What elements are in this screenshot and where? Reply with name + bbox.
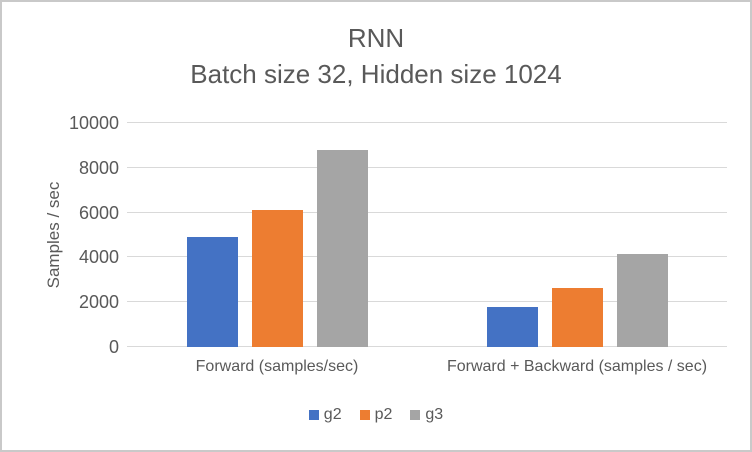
x-axis-category-label: Forward (samples/sec) bbox=[195, 358, 359, 375]
y-axis-tick-label: 0 bbox=[108, 337, 119, 357]
plot-area bbox=[127, 122, 727, 347]
x-axis-category-label: Forward + Backward (samples / sec) bbox=[446, 358, 708, 375]
gridline bbox=[127, 301, 727, 303]
gridline bbox=[127, 166, 727, 168]
y-axis-tick-label: 4000 bbox=[78, 247, 119, 268]
legend-label: g2 bbox=[323, 406, 342, 423]
gridline bbox=[127, 211, 727, 213]
y-axis-tick-label: 10000 bbox=[68, 113, 119, 133]
legend-item-g2: g2 bbox=[308, 406, 342, 424]
chart-subtitle: Batch size 32, Hidden size 1024 bbox=[190, 59, 562, 89]
legend-swatch-p2 bbox=[359, 410, 370, 420]
bar-p2-category2 bbox=[551, 287, 603, 347]
y-axis-tick-label: 2000 bbox=[78, 292, 119, 313]
y-axis-tick-label: 8000 bbox=[78, 157, 119, 178]
bar-group bbox=[486, 123, 668, 347]
legend-label: g3 bbox=[425, 406, 444, 423]
gridline bbox=[127, 346, 727, 347]
bar-g3-category1 bbox=[316, 149, 368, 347]
legend-item-g3: g3 bbox=[410, 406, 443, 424]
chart-title: RNN bbox=[347, 23, 405, 53]
gridline bbox=[127, 256, 727, 258]
legend-label: p2 bbox=[374, 406, 393, 423]
bar-p2-category1 bbox=[251, 210, 303, 347]
chart-title-block: RNN Batch size 32, Hidden size 1024 bbox=[2, 20, 750, 92]
gridline bbox=[127, 122, 727, 123]
y-axis-title: Samples / sec bbox=[44, 181, 63, 289]
legend-swatch-g2 bbox=[308, 410, 319, 420]
legend: g2 p2 g3 bbox=[2, 406, 750, 424]
legend-item-p2: p2 bbox=[359, 406, 393, 424]
bar-g3-category2 bbox=[616, 254, 668, 347]
bar-group bbox=[186, 123, 368, 347]
bar-g2-category2 bbox=[486, 306, 538, 347]
y-axis-tick-label: 6000 bbox=[78, 202, 119, 223]
legend-swatch-g3 bbox=[410, 410, 421, 420]
bar-g2-category1 bbox=[186, 237, 238, 347]
